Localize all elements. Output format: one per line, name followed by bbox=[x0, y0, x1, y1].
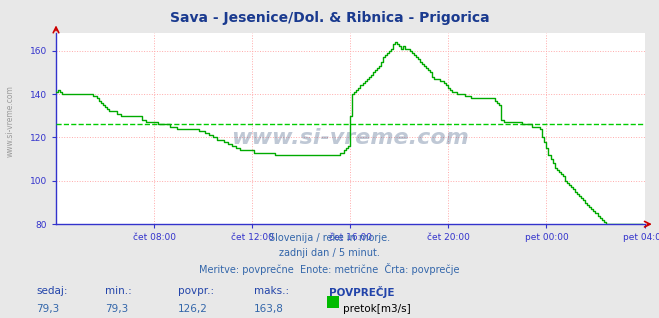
Text: pretok[m3/s]: pretok[m3/s] bbox=[343, 304, 411, 314]
Text: 163,8: 163,8 bbox=[254, 304, 283, 314]
Text: Sava - Jesenice/Dol. & Ribnica - Prigorica: Sava - Jesenice/Dol. & Ribnica - Prigori… bbox=[169, 11, 490, 25]
Text: sedaj:: sedaj: bbox=[36, 286, 68, 296]
Text: Meritve: povprečne  Enote: metrične  Črta: povprečje: Meritve: povprečne Enote: metrične Črta:… bbox=[199, 263, 460, 275]
Text: POVPREČJE: POVPREČJE bbox=[330, 286, 395, 298]
Text: 79,3: 79,3 bbox=[36, 304, 59, 314]
Text: www.si-vreme.com: www.si-vreme.com bbox=[231, 128, 469, 148]
Text: Slovenija / reke in morje.: Slovenija / reke in morje. bbox=[269, 233, 390, 243]
Text: 126,2: 126,2 bbox=[178, 304, 208, 314]
Text: 79,3: 79,3 bbox=[105, 304, 129, 314]
Text: min.:: min.: bbox=[105, 286, 132, 296]
Text: zadnji dan / 5 minut.: zadnji dan / 5 minut. bbox=[279, 248, 380, 258]
Text: maks.:: maks.: bbox=[254, 286, 289, 296]
Text: povpr.:: povpr.: bbox=[178, 286, 214, 296]
Text: www.si-vreme.com: www.si-vreme.com bbox=[5, 85, 14, 157]
